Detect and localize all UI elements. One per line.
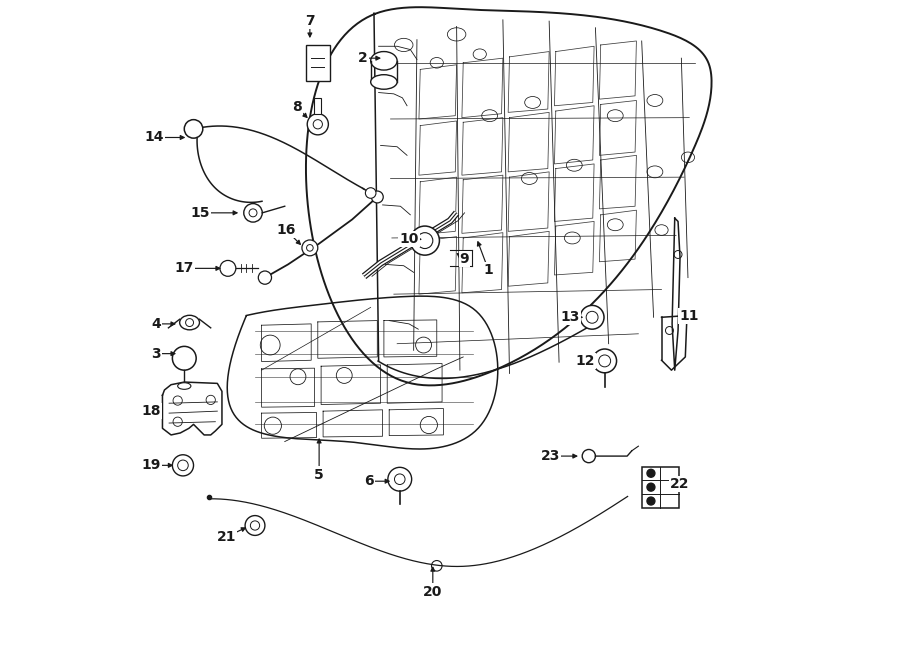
Circle shape [647, 497, 655, 505]
Bar [314, 98, 321, 114]
Circle shape [173, 455, 194, 476]
Bar [306, 45, 329, 81]
Text: 17: 17 [175, 261, 194, 276]
Text: 11: 11 [680, 309, 699, 323]
Text: 21: 21 [217, 529, 237, 544]
Text: 13: 13 [561, 310, 580, 325]
Text: 20: 20 [423, 584, 443, 599]
Circle shape [365, 188, 376, 198]
Text: 7: 7 [305, 14, 315, 28]
Ellipse shape [180, 315, 200, 330]
Circle shape [647, 469, 655, 477]
Circle shape [647, 483, 655, 491]
Circle shape [593, 349, 616, 373]
Text: 1: 1 [483, 262, 493, 277]
Text: 5: 5 [314, 467, 324, 482]
Circle shape [258, 271, 272, 284]
Circle shape [372, 191, 383, 203]
Text: 9: 9 [460, 252, 470, 266]
Text: 2: 2 [358, 51, 367, 65]
Ellipse shape [371, 75, 397, 89]
Circle shape [388, 467, 411, 491]
Circle shape [173, 346, 196, 370]
Text: 12: 12 [575, 354, 595, 368]
Circle shape [410, 226, 439, 255]
Circle shape [184, 120, 202, 138]
Bar [642, 467, 679, 508]
Text: 6: 6 [364, 474, 374, 488]
Circle shape [307, 114, 328, 135]
Ellipse shape [177, 383, 191, 389]
Text: 23: 23 [541, 449, 560, 463]
Text: 10: 10 [400, 232, 419, 247]
Text: 16: 16 [276, 223, 296, 237]
Text: 3: 3 [151, 346, 161, 361]
Ellipse shape [371, 52, 397, 70]
Text: 15: 15 [191, 206, 210, 220]
Text: 18: 18 [141, 404, 161, 418]
Text: 8: 8 [292, 100, 302, 114]
Circle shape [220, 260, 236, 276]
Circle shape [245, 516, 265, 535]
Circle shape [302, 240, 318, 256]
Text: 22: 22 [670, 477, 689, 491]
Text: 14: 14 [144, 130, 164, 145]
Circle shape [244, 204, 262, 222]
Text: 19: 19 [141, 458, 161, 473]
Circle shape [580, 305, 604, 329]
Text: 4: 4 [151, 317, 161, 331]
